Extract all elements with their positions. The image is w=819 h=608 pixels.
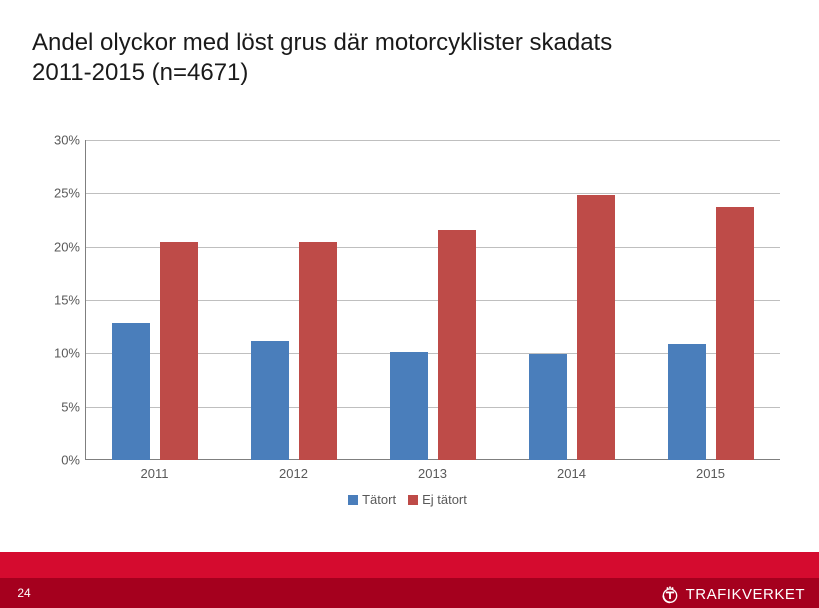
legend-item: Tätort <box>348 492 396 507</box>
x-tick-label: 2013 <box>418 466 447 481</box>
bar <box>299 242 337 460</box>
bar <box>577 195 615 460</box>
legend-label: Ej tätort <box>422 492 467 507</box>
bar <box>438 230 476 460</box>
y-tick-label: 10% <box>30 346 80 361</box>
y-tick-label: 30% <box>30 133 80 148</box>
trafikverket-logo-icon <box>660 584 680 604</box>
chart: 0% 5% 10% 15% 20% 25% 30% 2011 2012 2013 2014 2015… <box>30 130 785 510</box>
bar <box>390 352 428 460</box>
x-tick-label: 2011 <box>141 466 169 481</box>
footer: 24 TRAFIKVERKET <box>0 552 819 608</box>
y-tick-label: 0% <box>30 453 80 468</box>
title-line-2: 2011-2015 (n=4671) <box>32 59 248 86</box>
x-tick-label: 2014 <box>557 466 586 481</box>
footer-band-dark: 24 TRAFIKVERKET <box>0 578 819 608</box>
bar <box>529 354 567 460</box>
y-tick-label: 5% <box>30 399 80 414</box>
brand-text: TRAFIKVERKET <box>686 586 805 603</box>
legend: Tätort Ej tätort <box>30 492 785 508</box>
slide: Andel olyckor med löst grus där motorcyk… <box>0 0 819 608</box>
legend-item: Ej tätort <box>408 492 467 507</box>
bar <box>112 323 150 460</box>
legend-label: Tätort <box>362 492 396 507</box>
bar <box>251 341 289 460</box>
x-tick-label: 2012 <box>279 466 308 481</box>
x-axis-labels: 2011 2012 2013 2014 2015 <box>85 466 780 486</box>
slide-title: Andel olyckor med löst grus där motorcyk… <box>32 28 772 88</box>
y-tick-label: 20% <box>30 239 80 254</box>
y-tick-label: 25% <box>30 186 80 201</box>
y-tick-label: 15% <box>30 293 80 308</box>
brand: TRAFIKVERKET <box>660 584 805 604</box>
bars-layer <box>85 140 780 460</box>
title-line-1: Andel olyckor med löst grus där motorcyk… <box>32 29 612 56</box>
bar <box>716 207 754 460</box>
x-tick-label: 2015 <box>696 466 725 481</box>
bar <box>668 344 706 460</box>
legend-swatch <box>408 495 418 505</box>
bar <box>160 242 198 460</box>
page-number: 24 <box>0 578 48 608</box>
legend-swatch <box>348 495 358 505</box>
